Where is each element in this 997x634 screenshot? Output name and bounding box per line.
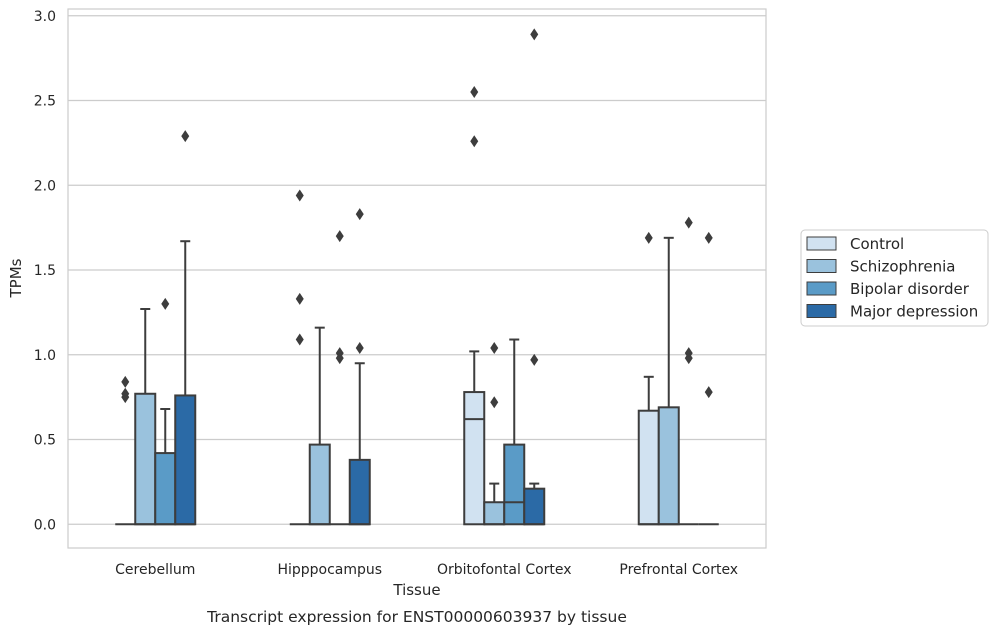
plot-frame bbox=[67, 8, 767, 549]
outlier-point bbox=[530, 353, 539, 366]
outlier-point bbox=[295, 189, 304, 202]
box-rect bbox=[308, 443, 331, 526]
legend-swatch bbox=[806, 304, 837, 318]
box-2-1 bbox=[483, 341, 506, 526]
box-3-2 bbox=[678, 216, 699, 526]
legend-label: Control bbox=[850, 235, 904, 253]
outlier-point bbox=[355, 208, 364, 221]
y-axis-label: TPMs bbox=[7, 258, 25, 298]
box-rect bbox=[657, 406, 680, 526]
outlier-point bbox=[335, 230, 344, 243]
box-0-2 bbox=[154, 297, 177, 526]
box-rect bbox=[483, 501, 506, 526]
box-3-0 bbox=[637, 231, 660, 526]
legend: Control Schizophrenia Bipolar disorder Majo… bbox=[800, 229, 989, 327]
outlier-point bbox=[181, 130, 190, 143]
box-0-1 bbox=[134, 308, 157, 526]
y-tick-label: 2.5 bbox=[34, 94, 56, 110]
box-2-2 bbox=[503, 338, 526, 526]
legend-label: Bipolar disorder bbox=[850, 280, 970, 298]
y-tick-label: 1.5 bbox=[34, 263, 56, 279]
legend-swatch bbox=[806, 281, 837, 296]
outlier-point bbox=[121, 375, 130, 388]
box-rect bbox=[174, 394, 197, 526]
outlier-point bbox=[490, 341, 499, 354]
box-1-2 bbox=[329, 230, 350, 526]
y-tick-labels: 0.0 0.5 1.0 1.5 2.0 2.5 3.0 bbox=[34, 9, 56, 533]
legend-label: Major depression bbox=[850, 303, 978, 321]
x-tick-label: Prefrontal Cortex bbox=[619, 562, 738, 578]
legend-swatch bbox=[806, 259, 837, 273]
y-tick-label: 0.5 bbox=[34, 433, 56, 449]
outlier-point bbox=[704, 386, 713, 399]
box-rect bbox=[134, 392, 157, 526]
x-tick-labels: Cerebellum Hipppocampus Orbitofontal Corte… bbox=[115, 562, 738, 578]
outlier-point bbox=[530, 28, 539, 41]
box-0-0 bbox=[115, 375, 136, 526]
outlier-point bbox=[121, 391, 130, 404]
outlier-point bbox=[704, 231, 713, 244]
x-tick-label: Hipppocampus bbox=[277, 562, 382, 578]
box-groups bbox=[115, 28, 719, 526]
outlier-point bbox=[295, 292, 304, 305]
box-rect bbox=[154, 452, 177, 526]
box-rect bbox=[637, 409, 660, 526]
box-3-3 bbox=[698, 231, 719, 526]
outlier-point bbox=[470, 86, 479, 99]
outlier-point bbox=[644, 231, 653, 244]
box-rect bbox=[348, 458, 371, 526]
chart-caption: Transcript expression for ENST0000060393… bbox=[206, 608, 627, 626]
legend-box bbox=[800, 229, 989, 327]
box-3-1 bbox=[657, 236, 680, 526]
box-0-3 bbox=[174, 130, 197, 526]
box-rect bbox=[503, 443, 526, 526]
outlier-point bbox=[161, 297, 170, 310]
outlier-point bbox=[684, 352, 693, 365]
x-tick-label: Cerebellum bbox=[115, 562, 195, 578]
legend-label: Schizophrenia bbox=[850, 258, 955, 276]
y-tick-label: 3.0 bbox=[34, 9, 56, 25]
outlier-point bbox=[470, 135, 479, 148]
box-1-0 bbox=[289, 189, 310, 526]
box-rect bbox=[523, 487, 546, 526]
box-1-1 bbox=[308, 326, 331, 526]
box-rect bbox=[463, 391, 486, 526]
y-tick-label: 0.0 bbox=[34, 517, 56, 533]
outlier-point bbox=[295, 333, 304, 346]
y-tick-label: 2.0 bbox=[34, 178, 56, 194]
outlier-point bbox=[355, 341, 364, 354]
box-1-3 bbox=[348, 208, 371, 526]
box-2-0 bbox=[463, 86, 486, 526]
outlier-point bbox=[335, 352, 344, 365]
x-tick-label: Orbitofontal Cortex bbox=[437, 562, 572, 578]
y-tick-label: 1.0 bbox=[34, 348, 56, 364]
legend-swatch bbox=[806, 236, 837, 251]
outlier-point bbox=[490, 396, 499, 409]
x-axis-label: Tissue bbox=[392, 581, 440, 599]
outlier-point bbox=[684, 216, 693, 229]
box-2-3 bbox=[523, 28, 546, 526]
